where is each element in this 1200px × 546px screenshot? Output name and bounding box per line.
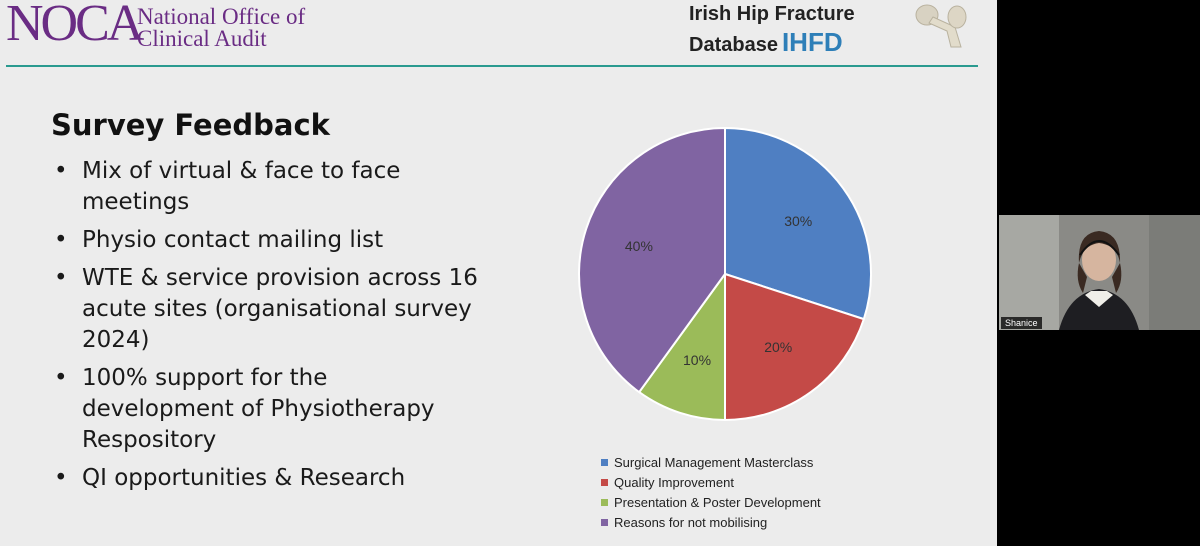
chart-legend: Surgical Management Masterclass Quality I… xyxy=(601,452,821,532)
legend-label: Reasons for not mobilising xyxy=(614,514,768,530)
legend-swatch xyxy=(601,478,608,486)
bullet-item: • 100% support for the development of Phy… xyxy=(52,363,482,456)
bullet-text: Mix of virtual & face to face meetings xyxy=(82,158,401,215)
pie-slice xyxy=(724,126,872,321)
legend-label: Presentation & Poster Development xyxy=(614,494,821,510)
db-name-text: Database xyxy=(689,34,778,56)
bullet-item: • Physio contact mailing list xyxy=(52,225,482,256)
db-name-line2: Database IHFD xyxy=(689,27,843,58)
bullet-text: QI opportunities & Research xyxy=(82,465,406,491)
presentation-slide: NOCA National Office of Clinical Audit I… xyxy=(0,0,997,546)
header-divider xyxy=(6,65,978,67)
legend-item: Presentation & Poster Development xyxy=(601,492,821,512)
org-name-line1: National Office of xyxy=(137,4,306,29)
pie-data-label: 10% xyxy=(683,352,711,368)
bullet-dot: • xyxy=(54,465,68,491)
slide-title: Survey Feedback xyxy=(51,108,330,142)
legend-swatch xyxy=(601,498,608,506)
pie-slice xyxy=(578,126,726,394)
noca-org-name: National Office of Clinical Audit xyxy=(137,4,306,51)
legend-swatch xyxy=(601,518,608,526)
bullet-text: 100% support for the development of Phys… xyxy=(82,365,435,453)
participant-video-feed xyxy=(999,215,1200,330)
legend-label: Surgical Management Masterclass xyxy=(614,454,814,470)
legend-label: Quality Improvement xyxy=(614,474,734,490)
pie-slice xyxy=(637,270,726,422)
bullet-text: Physio contact mailing list xyxy=(82,227,384,253)
pie-chart: 30% 20% 10% 40% xyxy=(578,126,872,422)
pie-data-label: 40% xyxy=(625,238,653,254)
ihfd-logo: Irish Hip Fracture Database IHFD xyxy=(689,3,979,57)
pie-data-label: 30% xyxy=(784,213,812,229)
bullet-text: WTE & service provision across 16 acute … xyxy=(82,265,478,353)
bullet-item: • QI opportunities & Research xyxy=(52,463,482,494)
bullet-dot: • xyxy=(54,227,68,253)
legend-item: Quality Improvement xyxy=(601,472,821,492)
legend-item: Surgical Management Masterclass xyxy=(601,452,821,472)
participant-name-label: Shanice xyxy=(1001,317,1042,329)
bullet-item: • WTE & service provision across 16 acute… xyxy=(52,263,482,356)
participant-video-tile[interactable] xyxy=(999,215,1200,330)
bullet-list: • Mix of virtual & face to face meetings … xyxy=(52,156,482,501)
hip-bone-icon xyxy=(915,4,967,48)
legend-item: Reasons for not mobilising xyxy=(601,512,821,532)
pie-slice xyxy=(724,272,866,422)
bullet-dot: • xyxy=(54,265,68,291)
org-name-line2: Clinical Audit xyxy=(137,26,267,51)
legend-swatch xyxy=(601,458,608,466)
pie-data-label: 20% xyxy=(764,339,792,355)
bullet-dot: • xyxy=(54,158,68,184)
bullet-dot: • xyxy=(54,365,68,391)
bullet-item: • Mix of virtual & face to face meetings xyxy=(52,156,482,218)
db-abbr: IHFD xyxy=(781,27,843,57)
db-name-line1: Irish Hip Fracture xyxy=(689,3,855,25)
noca-logo-letters: NOCA xyxy=(6,0,144,52)
